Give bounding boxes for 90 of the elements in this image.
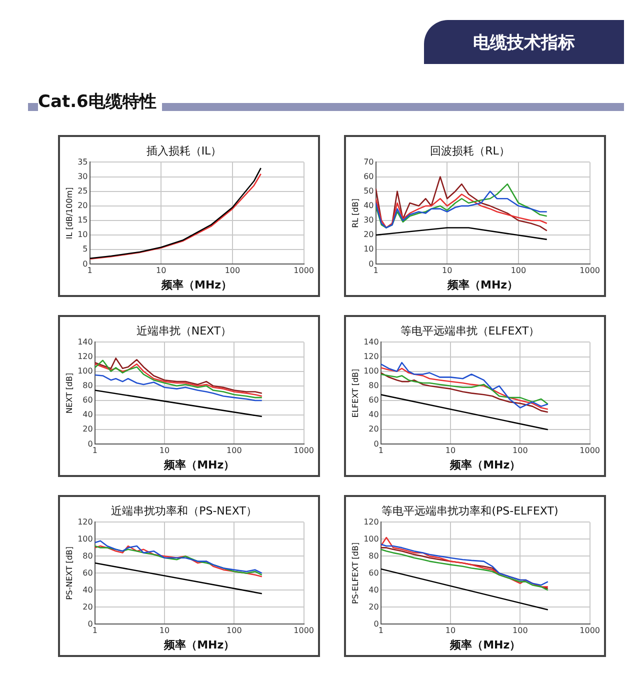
y-tick-label: 60 xyxy=(82,396,93,405)
y-tick-label: 100 xyxy=(78,366,93,376)
y-tick-label: 60 xyxy=(368,568,379,578)
x-tick-label: 1 xyxy=(373,266,378,276)
x-tick-label: 1 xyxy=(92,446,98,456)
y-tick-label: 80 xyxy=(368,551,379,560)
y-tick-label: 0 xyxy=(82,259,88,268)
y-tick-label: 80 xyxy=(82,551,93,560)
y-axis-title: NEXT [dB] xyxy=(64,372,74,414)
y-tick-label: 50 xyxy=(364,186,374,196)
x-axis-title: 频率（MHz） xyxy=(449,458,521,472)
y-tick-label: 30 xyxy=(364,216,374,225)
y-tick-label: 100 xyxy=(78,534,93,544)
chart-title: 等电平远端串扰（ELFEXT） xyxy=(400,324,540,338)
y-tick-label: 80 xyxy=(368,380,379,390)
x-tick-label: 100 xyxy=(512,626,528,636)
y-tick-label: 20 xyxy=(82,602,93,612)
x-tick-label: 10 xyxy=(159,626,170,636)
y-tick-label: 20 xyxy=(368,424,379,434)
y-tick-label: 20 xyxy=(78,200,88,210)
y-tick-label: 25 xyxy=(78,186,88,196)
x-tick-label: 1000 xyxy=(580,626,600,636)
y-tick-label: 40 xyxy=(368,585,379,594)
y-tick-label: 80 xyxy=(82,380,93,390)
x-tick-label: 10 xyxy=(156,266,166,276)
x-tick-label: 100 xyxy=(510,266,526,276)
chart-title: 插入损耗（IL） xyxy=(146,144,222,158)
y-tick-label: 30 xyxy=(78,172,88,181)
x-tick-label: 1000 xyxy=(580,266,600,276)
x-tick-label: 1 xyxy=(378,626,384,636)
y-tick-label: 40 xyxy=(82,410,93,420)
x-axis-title: 频率（MHz） xyxy=(446,278,518,292)
y-tick-label: 0 xyxy=(368,259,374,268)
x-axis-title: 频率（MHz） xyxy=(160,278,232,292)
y-tick-label: 120 xyxy=(364,352,379,361)
y-axis-title: IL [dB/100m] xyxy=(64,187,74,240)
x-tick-label: 1 xyxy=(378,446,384,456)
y-tick-label: 0 xyxy=(374,439,379,448)
chart-title: 回波损耗（RL） xyxy=(430,144,510,158)
y-tick-label: 140 xyxy=(364,337,379,346)
text: Cat.6电缆特性 xyxy=(38,90,162,113)
y-tick-label: 10 xyxy=(364,244,374,254)
y-tick-label: 20 xyxy=(368,602,379,612)
x-tick-label: 100 xyxy=(224,266,240,276)
y-tick-label: 40 xyxy=(82,585,93,594)
y-tick-label: 100 xyxy=(364,534,379,544)
y-tick-label: 15 xyxy=(78,216,88,225)
y-tick-label: 70 xyxy=(364,157,374,166)
y-tick-label: 100 xyxy=(364,366,379,376)
x-tick-label: 1000 xyxy=(294,446,314,456)
x-tick-label: 1000 xyxy=(580,446,600,456)
y-tick-label: 5 xyxy=(82,244,88,254)
chart-title: 等电平远端串扰功率和(PS-ELFEXT) xyxy=(382,504,558,518)
y-tick-label: 120 xyxy=(78,352,93,361)
y-tick-label: 20 xyxy=(364,230,374,240)
x-tick-label: 100 xyxy=(512,446,528,456)
x-tick-label: 1000 xyxy=(294,626,314,636)
y-tick-label: 0 xyxy=(88,619,93,628)
x-axis-title: 频率（MHz） xyxy=(163,458,235,472)
y-tick-label: 120 xyxy=(78,517,93,526)
y-tick-label: 10 xyxy=(78,230,88,240)
x-tick-label: 1000 xyxy=(294,266,314,276)
y-axis-title: PS-ELFEXT [dB] xyxy=(350,542,360,604)
x-axis-title: 频率（MHz） xyxy=(163,638,235,652)
y-axis-title: RL [dB] xyxy=(350,198,360,228)
y-tick-label: 120 xyxy=(364,517,379,526)
x-tick-label: 100 xyxy=(226,626,242,636)
y-tick-label: 60 xyxy=(364,172,374,181)
x-tick-label: 100 xyxy=(226,446,242,456)
y-axis-title: PS-NEXT [dB] xyxy=(64,546,74,600)
text: 电缆技术指标 xyxy=(424,20,624,64)
y-axis-title: ELFEXT [dB] xyxy=(350,368,360,418)
x-tick-label: 10 xyxy=(442,266,452,276)
y-tick-label: 40 xyxy=(364,200,374,210)
y-tick-label: 20 xyxy=(82,424,93,434)
y-tick-label: 60 xyxy=(82,568,93,578)
y-tick-label: 60 xyxy=(368,396,379,405)
x-tick-label: 1 xyxy=(92,626,98,636)
x-tick-label: 10 xyxy=(159,446,170,456)
y-tick-label: 40 xyxy=(368,410,379,420)
y-tick-label: 0 xyxy=(88,439,93,448)
x-tick-label: 10 xyxy=(445,626,456,636)
y-tick-label: 0 xyxy=(374,619,379,628)
y-tick-label: 35 xyxy=(78,157,88,166)
x-tick-label: 10 xyxy=(445,446,456,456)
chart-title: 近端串扰功率和（PS-NEXT） xyxy=(111,504,257,518)
x-axis-title: 频率（MHz） xyxy=(449,638,521,652)
chart-title: 近端串扰（NEXT） xyxy=(136,324,232,338)
y-tick-label: 140 xyxy=(78,337,93,346)
x-tick-label: 1 xyxy=(87,266,92,276)
